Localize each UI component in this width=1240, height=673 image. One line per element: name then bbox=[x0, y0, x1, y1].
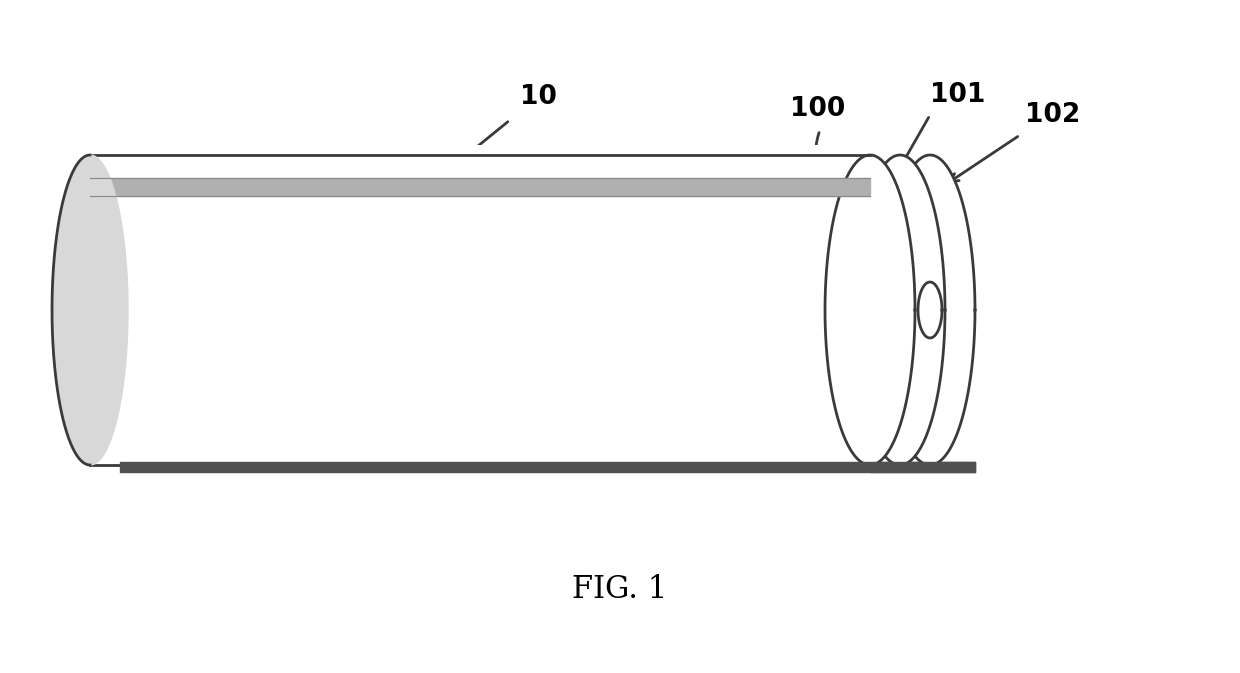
Polygon shape bbox=[91, 155, 870, 465]
Polygon shape bbox=[52, 155, 128, 465]
Text: FIG. 1: FIG. 1 bbox=[573, 575, 667, 606]
Polygon shape bbox=[0, 145, 870, 475]
Polygon shape bbox=[856, 155, 945, 465]
Text: 101: 101 bbox=[930, 82, 986, 108]
Polygon shape bbox=[52, 155, 128, 465]
Text: 10: 10 bbox=[520, 84, 557, 110]
Polygon shape bbox=[825, 155, 915, 465]
Text: 100: 100 bbox=[790, 96, 846, 122]
Polygon shape bbox=[885, 155, 975, 465]
Text: 102: 102 bbox=[1025, 102, 1080, 128]
